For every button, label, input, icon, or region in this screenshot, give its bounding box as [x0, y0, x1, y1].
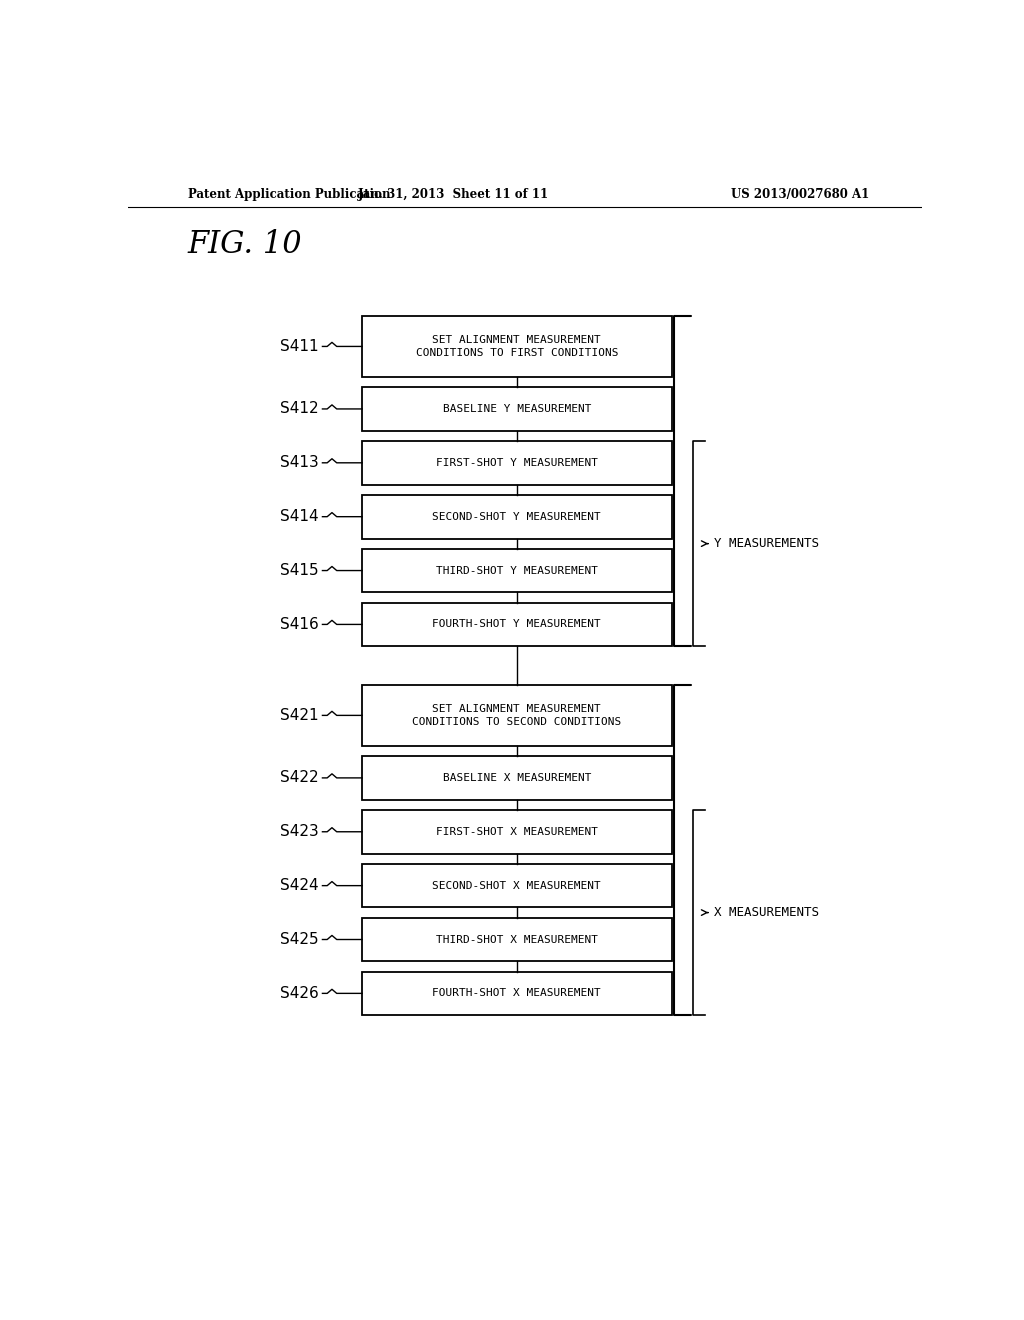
Text: S412: S412 [280, 401, 318, 416]
Text: S411: S411 [280, 339, 318, 354]
Text: S426: S426 [280, 986, 318, 1001]
Text: FIRST-SHOT Y MEASUREMENT: FIRST-SHOT Y MEASUREMENT [436, 458, 598, 467]
Bar [362, 441, 672, 484]
Text: X MEASUREMENTS: X MEASUREMENTS [715, 906, 819, 919]
Text: S416: S416 [280, 616, 318, 632]
Text: SET ALIGNMENT MEASUREMENT
CONDITIONS TO SECOND CONDITIONS: SET ALIGNMENT MEASUREMENT CONDITIONS TO … [413, 704, 622, 727]
Text: S423: S423 [280, 824, 318, 840]
Text: S425: S425 [280, 932, 318, 946]
Bar [362, 685, 672, 746]
Bar [362, 387, 672, 430]
Text: SECOND-SHOT Y MEASUREMENT: SECOND-SHOT Y MEASUREMENT [432, 512, 601, 521]
Text: BASELINE Y MEASUREMENT: BASELINE Y MEASUREMENT [442, 404, 591, 414]
Bar [362, 602, 672, 647]
Text: FIRST-SHOT X MEASUREMENT: FIRST-SHOT X MEASUREMENT [436, 826, 598, 837]
Text: S424: S424 [280, 878, 318, 894]
Text: SET ALIGNMENT MEASUREMENT
CONDITIONS TO FIRST CONDITIONS: SET ALIGNMENT MEASUREMENT CONDITIONS TO … [416, 335, 618, 358]
Text: SECOND-SHOT X MEASUREMENT: SECOND-SHOT X MEASUREMENT [432, 880, 601, 891]
Text: BASELINE X MEASUREMENT: BASELINE X MEASUREMENT [442, 774, 591, 783]
Text: S415: S415 [280, 564, 318, 578]
Bar [362, 315, 672, 378]
Text: FOURTH-SHOT Y MEASUREMENT: FOURTH-SHOT Y MEASUREMENT [432, 619, 601, 630]
Bar [362, 972, 672, 1015]
Bar [362, 495, 672, 539]
Text: THIRD-SHOT Y MEASUREMENT: THIRD-SHOT Y MEASUREMENT [436, 565, 598, 576]
Bar [362, 756, 672, 800]
Bar [362, 917, 672, 961]
Text: S422: S422 [280, 771, 318, 785]
Text: S414: S414 [280, 510, 318, 524]
Text: Jan. 31, 2013  Sheet 11 of 11: Jan. 31, 2013 Sheet 11 of 11 [357, 189, 549, 202]
Bar [362, 863, 672, 907]
Bar [362, 549, 672, 593]
Text: S413: S413 [280, 455, 318, 470]
Bar [362, 810, 672, 854]
Text: FIG. 10: FIG. 10 [187, 230, 302, 260]
Text: US 2013/0027680 A1: US 2013/0027680 A1 [731, 189, 869, 202]
Text: Patent Application Publication: Patent Application Publication [187, 189, 390, 202]
Text: THIRD-SHOT X MEASUREMENT: THIRD-SHOT X MEASUREMENT [436, 935, 598, 945]
Text: S421: S421 [280, 708, 318, 723]
Text: Y MEASUREMENTS: Y MEASUREMENTS [715, 537, 819, 550]
Text: FOURTH-SHOT X MEASUREMENT: FOURTH-SHOT X MEASUREMENT [432, 989, 601, 998]
